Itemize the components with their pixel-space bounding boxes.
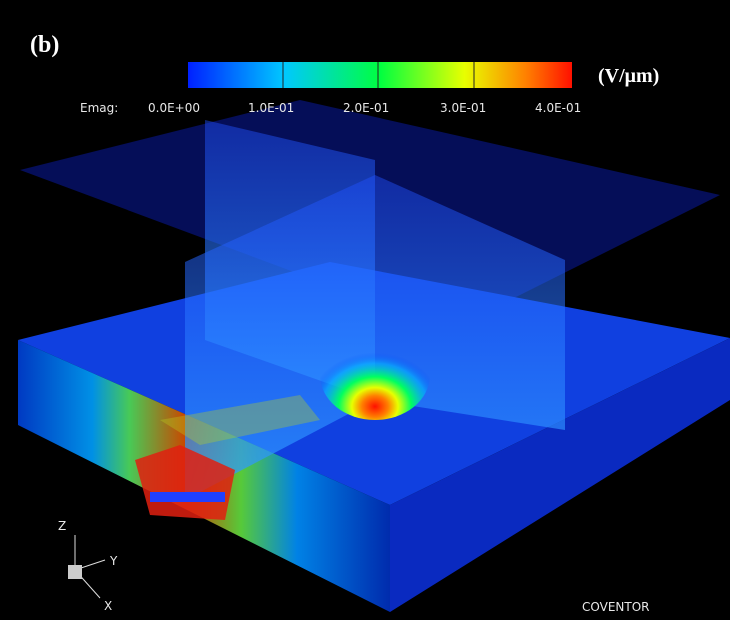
electrode	[150, 492, 225, 502]
colorbar-tick: 1.0E-01	[248, 101, 294, 115]
axis-label: X	[104, 599, 112, 613]
field-hotspot	[320, 330, 430, 420]
axis-cube	[68, 565, 82, 579]
figure: (b) (V/μm) Emag: 0.0E+00 1.0E-01 2.0E-01…	[0, 0, 730, 620]
panel-label: (b)	[30, 32, 59, 58]
colorbar-tick: 0.0E+00	[148, 101, 200, 115]
colorbar-tick: 2.0E-01	[343, 101, 389, 115]
colorbar-tick: 4.0E-01	[535, 101, 581, 115]
colorbar	[188, 62, 572, 88]
brand: COVENTOR	[582, 600, 650, 614]
axis-label: Z	[58, 519, 66, 533]
axis-label: Y	[109, 554, 118, 568]
colorbar-tick: 3.0E-01	[440, 101, 486, 115]
unit-label: (V/μm)	[598, 65, 659, 87]
colorbar-title: Emag:	[80, 101, 118, 115]
field-plot: (b) (V/μm) Emag: 0.0E+00 1.0E-01 2.0E-01…	[0, 0, 730, 620]
